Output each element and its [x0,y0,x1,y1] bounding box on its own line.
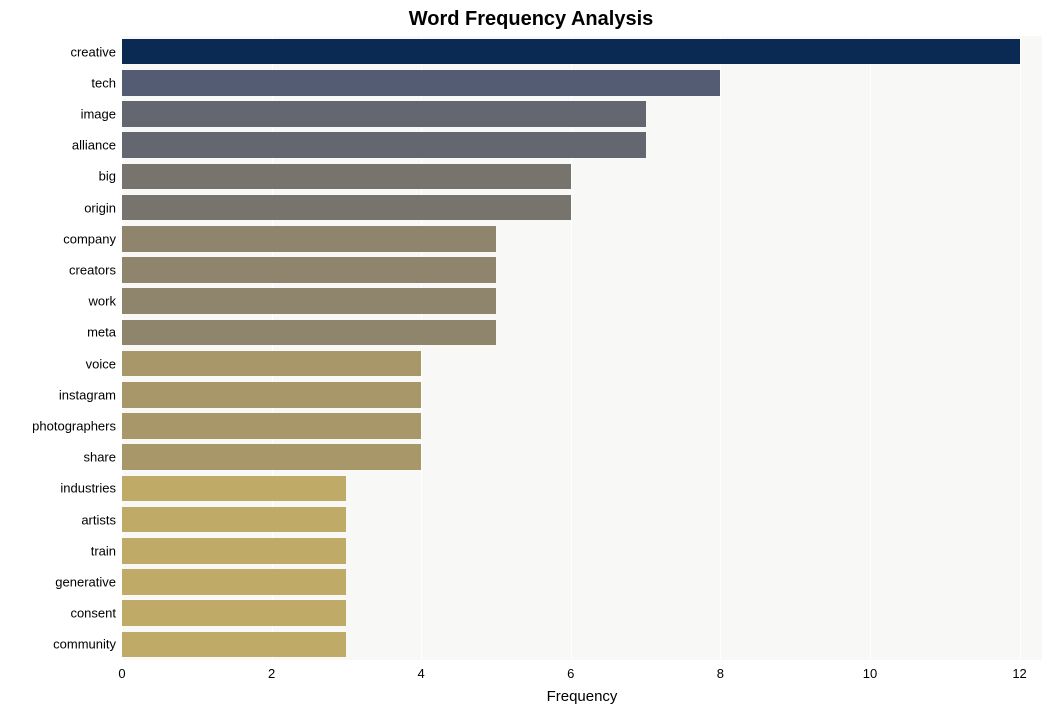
x-axis-title: Frequency [122,688,1042,705]
y-tick-label: share [83,450,116,465]
y-tick-label: creative [70,44,116,59]
bar [122,507,346,533]
bar [122,288,496,314]
bar-row [122,382,421,408]
x-tick-label: 2 [268,666,275,681]
x-tick-label: 4 [418,666,425,681]
x-tick-label: 8 [717,666,724,681]
bar-row [122,226,496,252]
bar-row [122,600,346,626]
x-tick-label: 12 [1012,666,1026,681]
bar-row [122,507,346,533]
bar-row [122,195,571,221]
bar [122,70,720,96]
y-tick-label: consent [70,606,116,621]
bar-row [122,320,496,346]
y-axis-labels: creative tech image alliance big origin compan… [0,36,116,660]
bar-row [122,39,1020,65]
y-tick-label: artists [81,512,116,527]
bar [122,195,571,221]
bar [122,164,571,190]
bar [122,226,496,252]
bar [122,257,496,283]
bar [122,382,421,408]
y-tick-label: big [99,169,116,184]
y-tick-label: train [91,543,116,558]
y-tick-label: meta [87,325,116,340]
bar-row [122,444,421,470]
bar-row [122,538,346,564]
bar-row [122,70,720,96]
y-tick-label: origin [84,200,116,215]
bar [122,444,421,470]
y-tick-label: work [89,294,116,309]
bar [122,538,346,564]
bar [122,320,496,346]
y-tick-label: tech [91,75,116,90]
y-tick-label: alliance [72,138,116,153]
y-tick-label: generative [55,575,116,590]
y-tick-label: photographers [32,419,116,434]
x-tick-label: 0 [118,666,125,681]
bar-row [122,632,346,658]
bar [122,476,346,502]
bar [122,101,646,127]
bar-row [122,476,346,502]
y-tick-label: community [53,637,116,652]
bar [122,632,346,658]
bar-row [122,257,496,283]
bar [122,132,646,158]
bar-row [122,351,421,377]
bar [122,600,346,626]
bar-row [122,164,571,190]
y-tick-label: image [81,107,116,122]
bars-wrapper [122,36,1042,660]
bar-row [122,413,421,439]
y-tick-label: company [63,231,116,246]
bar-row [122,132,646,158]
word-frequency-chart: Word Frequency Analysis creative tech imag… [0,0,1062,701]
y-tick-label: industries [60,481,116,496]
x-tick-label: 6 [567,666,574,681]
chart-title: Word Frequency Analysis [0,8,1062,31]
bar [122,351,421,377]
bar-row [122,288,496,314]
bar [122,569,346,595]
x-tick-label: 10 [863,666,877,681]
bar-row [122,101,646,127]
bar [122,39,1020,65]
plot-area [122,36,1042,660]
y-tick-label: voice [86,356,116,371]
y-tick-label: creators [69,263,116,278]
bar [122,413,421,439]
bar-row [122,569,346,595]
y-tick-label: instagram [59,387,116,402]
